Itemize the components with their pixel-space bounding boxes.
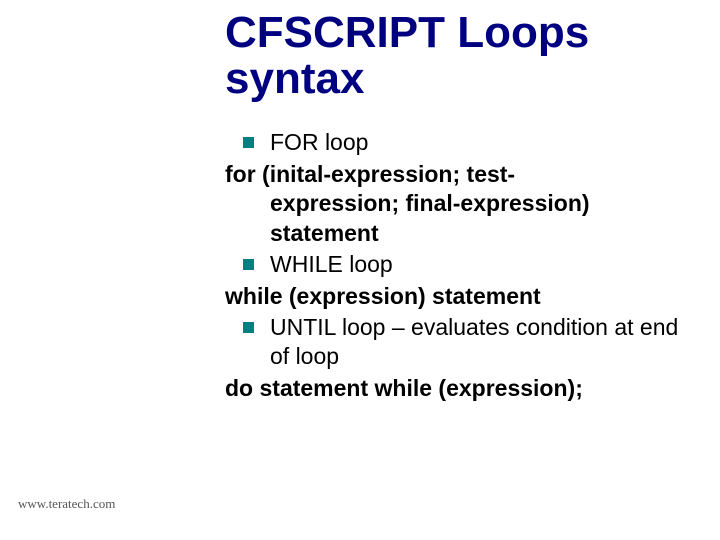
bullet-item: FOR loop [225,128,690,157]
code-line: do statement while (expression); [225,374,690,403]
bullet-text: WHILE loop [270,250,690,279]
square-bullet-icon [243,322,254,333]
code-text-1a: for (inital-expression; test- [225,161,515,187]
square-bullet-icon [243,259,254,270]
footer-url: www.teratech.com [18,496,115,512]
code-line: for (inital-expression; test- expression… [225,160,690,248]
code-text-1b: expression; final-expression) statement [225,189,690,248]
bullet-text: FOR loop [270,128,690,157]
square-bullet-icon [243,137,254,148]
slide-title: CFSCRIPT Loops syntax [225,10,690,102]
code-line: while (expression) statement [225,282,690,311]
slide-content: FOR loop for (inital-expression; test- e… [225,128,690,403]
bullet-item: WHILE loop [225,250,690,279]
bullet-item: UNTIL loop – evaluates condition at end … [225,313,690,372]
slide: CFSCRIPT Loops syntax FOR loop for (init… [0,0,720,540]
bullet-text: UNTIL loop – evaluates condition at end … [270,313,690,372]
